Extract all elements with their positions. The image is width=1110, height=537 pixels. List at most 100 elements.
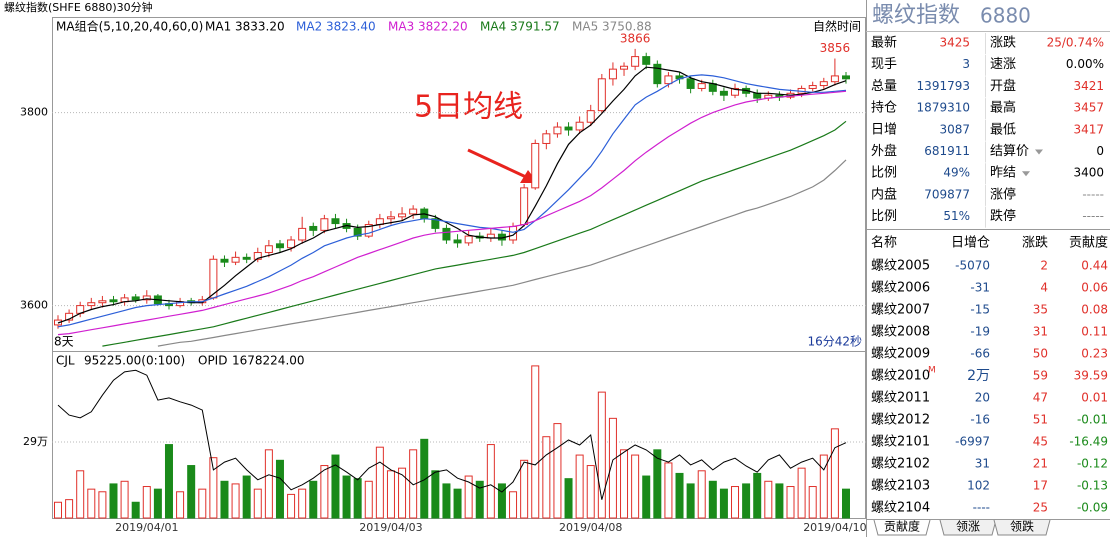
volume-bar xyxy=(87,488,96,519)
list-cell[interactable]: 螺纹2006 xyxy=(871,281,930,296)
volume-bar xyxy=(597,391,606,519)
candle-body xyxy=(542,133,551,144)
list-cell[interactable]: 螺纹2009 xyxy=(871,347,930,362)
volume-bar xyxy=(375,446,384,519)
tab[interactable] xyxy=(873,519,931,536)
list-header: 贡献度 xyxy=(1069,235,1108,251)
volume-bar xyxy=(620,449,629,519)
candle-body xyxy=(608,68,617,80)
ma-line xyxy=(57,90,847,336)
time-mode: 自然时间 xyxy=(813,19,861,34)
y-tick-label: 3800 xyxy=(20,106,48,119)
list-cell: 20 xyxy=(975,391,990,405)
volume-bar xyxy=(531,365,540,519)
candle-body xyxy=(808,85,817,89)
volume-bar xyxy=(642,475,651,519)
list-cell: -6997 xyxy=(955,435,990,449)
volume-bar xyxy=(98,491,107,519)
volume-bar xyxy=(65,499,74,519)
quote-value: 3421 xyxy=(1073,79,1104,93)
list-cell[interactable]: 螺纹2104 xyxy=(871,501,930,516)
quote-label: 日增 xyxy=(871,122,897,137)
volume-bar xyxy=(442,483,451,519)
list-cell: 17 xyxy=(1033,479,1048,493)
list-cell[interactable]: 螺纹2007 xyxy=(871,303,930,318)
candle-body xyxy=(464,235,473,244)
list-cell: 39.59 xyxy=(1074,369,1108,383)
x-tick-label: 2019/04/03 xyxy=(359,521,422,534)
list-cell: 4 xyxy=(1040,281,1048,295)
list-cell: 0.11 xyxy=(1081,325,1108,339)
candle-body xyxy=(564,126,573,131)
volume-bar xyxy=(775,483,784,519)
list-cell: 50 xyxy=(1033,347,1048,361)
candle-body xyxy=(264,245,273,254)
candle-body xyxy=(453,239,462,244)
quote-value: 681911 xyxy=(924,144,970,158)
volume-bar xyxy=(409,449,418,519)
volume-bar xyxy=(353,478,362,519)
volume-bar xyxy=(575,454,584,519)
legend-name: MA5 xyxy=(572,20,598,34)
volume-bar xyxy=(398,467,407,519)
x-tick-label: 2019/04/10 xyxy=(803,521,866,534)
volume-bar xyxy=(608,417,617,519)
volume-bar xyxy=(298,488,307,519)
list-cell[interactable]: 螺纹2010 xyxy=(871,369,930,384)
candle-body xyxy=(620,65,629,70)
volume-bar xyxy=(109,483,118,519)
candle-body xyxy=(597,78,606,112)
list-cell[interactable]: 螺纹2008 xyxy=(871,325,930,340)
volume-bar xyxy=(198,488,207,519)
quote-value: ----- xyxy=(1082,209,1104,223)
list-cell[interactable]: 螺纹2011 xyxy=(871,391,930,406)
quote-name: 螺纹指数 xyxy=(872,3,960,28)
volume-bar xyxy=(564,478,573,519)
list-cell: -19 xyxy=(970,325,990,339)
quote-label: 涨停 xyxy=(990,186,1016,202)
list-cell[interactable]: 螺纹2101 xyxy=(871,435,930,450)
volume-bar xyxy=(475,480,484,519)
tab[interactable] xyxy=(939,519,997,536)
legend-value: 3822.20 xyxy=(418,20,468,34)
tab-label[interactable]: 领涨 xyxy=(956,519,980,534)
quote-label: 比例 xyxy=(871,166,897,181)
volume-bar xyxy=(786,486,795,519)
list-cell[interactable]: 螺纹2005 xyxy=(871,259,930,274)
dropdown-arrow[interactable] xyxy=(1022,171,1030,177)
candle-body xyxy=(131,296,140,301)
tab-label[interactable]: 贡献度 xyxy=(884,519,920,534)
volume-bar xyxy=(542,436,551,519)
quote-code: 6880 xyxy=(980,4,1031,28)
dropdown-arrow[interactable] xyxy=(1035,149,1043,155)
volume-bar xyxy=(342,475,351,519)
candle-body xyxy=(253,252,262,260)
volume-bar xyxy=(520,459,529,519)
volume-title-value: 95225.00(0:100) xyxy=(84,354,185,368)
candle-body xyxy=(87,302,96,307)
volume-bar xyxy=(631,454,640,519)
list-cell: -31 xyxy=(970,281,990,295)
volume-bar xyxy=(242,475,251,519)
tab[interactable] xyxy=(993,519,1051,536)
quote-label: 比例 xyxy=(871,209,897,224)
tab-label[interactable]: 领跌 xyxy=(1010,519,1034,534)
list-cell[interactable]: 螺纹2102 xyxy=(871,457,930,472)
list-cell: -0.13 xyxy=(1077,479,1108,493)
volume-bar xyxy=(819,454,828,519)
quote-value: 1879310 xyxy=(917,101,970,115)
oi-value: 1678224.00 xyxy=(232,354,305,368)
candle-body xyxy=(653,63,662,85)
ma-line xyxy=(102,120,847,347)
quote-label: 结算价 xyxy=(990,144,1029,159)
volume-bar xyxy=(653,449,662,519)
list-header: 名称 xyxy=(871,235,897,251)
candle-body xyxy=(819,81,828,87)
list-cell[interactable]: 螺纹2012 xyxy=(871,413,930,428)
quote-label: 涨跌 xyxy=(990,35,1016,51)
list-cell[interactable]: 螺纹2103 xyxy=(871,479,930,494)
candle-body xyxy=(142,295,151,301)
quote-value: 49% xyxy=(943,166,970,180)
quote-label: 最低 xyxy=(990,122,1016,137)
